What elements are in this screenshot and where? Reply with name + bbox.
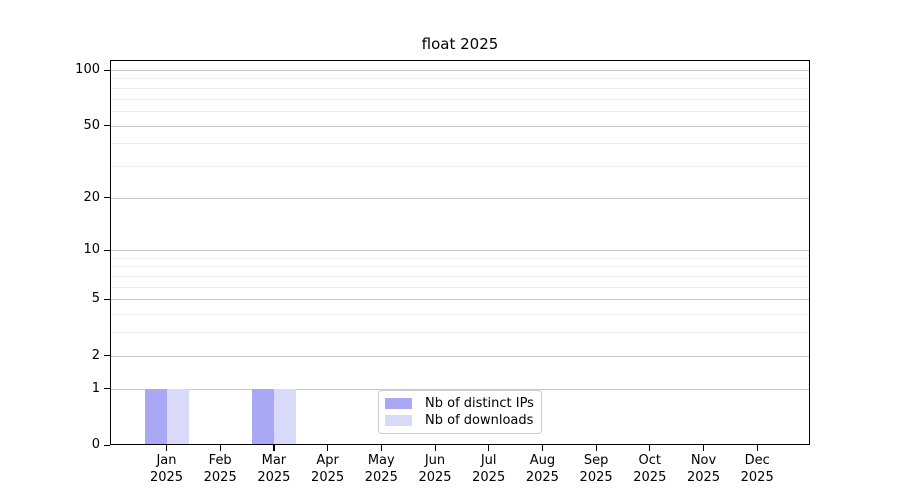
x-axis-year: 2025 (418, 470, 452, 485)
x-axis-tick-label: Jun 2025 (403, 452, 467, 486)
x-axis-month: May (367, 453, 395, 468)
x-axis-month: Jul (480, 453, 497, 468)
minor-gridline (111, 257, 809, 259)
x-axis-tick (703, 445, 705, 451)
y-axis-tick (104, 388, 110, 390)
x-axis-tick-label: Nov 2025 (672, 452, 736, 486)
y-axis-tick-label: 100 (75, 62, 100, 77)
major-gridline (111, 125, 809, 127)
y-axis-tick (104, 444, 110, 446)
minor-gridline (111, 98, 809, 100)
minor-gridline (111, 165, 809, 167)
y-axis-tick (104, 298, 110, 301)
major-gridline (111, 197, 809, 199)
y-axis-tick-label: 5 (91, 291, 100, 307)
x-axis-tick-label: Jan 2025 (135, 452, 199, 486)
x-axis-tick-label: Jul 2025 (457, 452, 521, 486)
x-axis-year: 2025 (472, 470, 506, 485)
x-axis-tick (327, 445, 329, 451)
plot-area (110, 60, 810, 445)
y-axis-tick (104, 197, 110, 199)
y-axis-tick (104, 69, 110, 71)
legend-entry: Nb of downloads (385, 413, 535, 428)
major-gridline (111, 70, 809, 71)
y-axis-tick-label: 0 (91, 437, 100, 452)
bar-downloads (273, 388, 296, 444)
x-axis-tick-label: Dec 2025 (725, 452, 789, 486)
x-axis-tick (219, 445, 221, 451)
minor-gridline (111, 276, 809, 278)
x-axis-tick (649, 445, 651, 451)
x-axis-month: Oct (638, 453, 662, 468)
minor-gridline (111, 78, 809, 80)
x-axis-tick (434, 445, 436, 451)
x-axis-tick (488, 445, 490, 451)
x-axis-month: Mar (261, 453, 287, 468)
x-axis-month: Apr (316, 453, 339, 468)
major-gridline (111, 250, 809, 252)
minor-gridline (111, 143, 809, 145)
legend-entry: Nb of distinct IPs (385, 396, 535, 411)
x-axis-month: Sep (583, 453, 609, 468)
x-axis-month: Jan (156, 453, 177, 468)
x-axis-year: 2025 (633, 470, 667, 485)
legend-label: Nb of downloads (425, 413, 534, 428)
x-axis-month: Dec (744, 453, 770, 468)
x-axis-tick (756, 445, 758, 451)
y-axis-tick-label: 50 (83, 117, 100, 133)
x-axis-tick-label: Oct 2025 (618, 452, 682, 486)
x-axis-month: Jun (424, 453, 446, 468)
x-axis-tick-label: Mar 2025 (242, 452, 306, 486)
bar-distinct-ips (251, 388, 274, 444)
bar-distinct-ips (144, 388, 167, 444)
x-axis-tick (541, 445, 544, 451)
x-axis-year: 2025 (311, 470, 345, 485)
minor-gridline (111, 266, 809, 268)
minor-gridline (111, 332, 809, 334)
x-axis-tick (273, 445, 275, 451)
minor-gridline (111, 286, 809, 288)
x-axis-tick (380, 445, 382, 451)
x-axis-tick-label: Sep 2025 (564, 452, 628, 486)
y-axis-tick (104, 125, 110, 127)
y-axis-tick (104, 355, 110, 357)
major-gridline (111, 388, 809, 390)
y-axis-tick-label: 10 (83, 242, 100, 258)
minor-gridline (111, 314, 809, 316)
bar-downloads (166, 388, 189, 444)
x-axis-month: Nov (690, 453, 717, 468)
x-axis-tick-label: Feb 2025 (188, 452, 252, 486)
x-axis-year: 2025 (203, 470, 237, 485)
x-axis-tick (595, 445, 597, 451)
x-axis-tick-label: May 2025 (349, 452, 413, 486)
chart-title: float 2025 (421, 35, 499, 53)
y-axis-tick-label: 20 (83, 189, 100, 205)
legend-swatch-downloads (385, 415, 412, 426)
x-axis-month: Feb (208, 453, 232, 468)
major-gridline (111, 299, 809, 301)
x-axis-year: 2025 (525, 470, 559, 485)
minor-gridline (111, 87, 809, 89)
legend: Nb of distinct IPs Nb of downloads (378, 390, 542, 434)
x-axis-year: 2025 (257, 470, 291, 485)
x-axis-year: 2025 (740, 470, 774, 485)
x-axis-year: 2025 (149, 470, 184, 485)
x-axis-year: 2025 (364, 470, 398, 485)
y-axis-tick-label: 1 (91, 380, 100, 396)
y-axis-tick (104, 249, 110, 251)
legend-swatch-distinct-ips (385, 398, 412, 409)
x-axis-tick-label: Apr 2025 (296, 452, 360, 486)
x-axis-year: 2025 (579, 470, 613, 485)
x-axis-year: 2025 (686, 470, 721, 485)
x-axis-month: Aug (529, 453, 556, 468)
x-axis-tick-label: Aug 2025 (510, 452, 574, 486)
legend-label: Nb of distinct IPs (425, 396, 534, 411)
y-axis-tick-label: 2 (91, 347, 100, 363)
major-gridline (111, 355, 809, 357)
x-axis-tick (166, 445, 168, 451)
minor-gridline (111, 110, 809, 112)
